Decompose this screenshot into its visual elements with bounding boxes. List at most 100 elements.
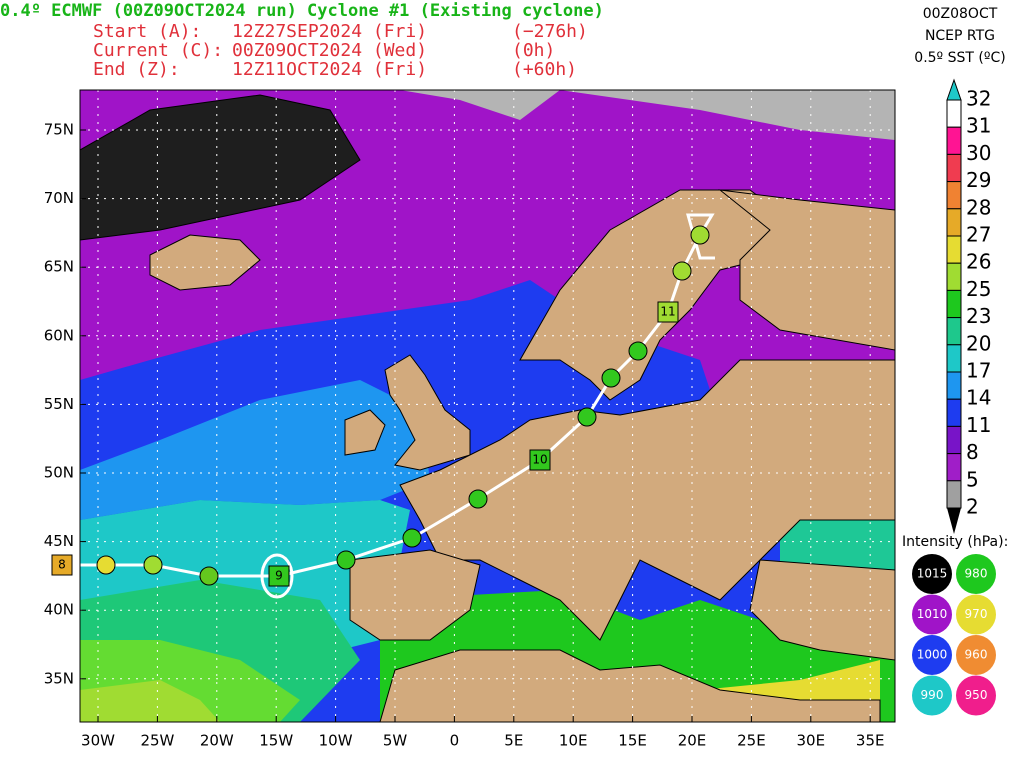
colorbar-label: 31 xyxy=(966,114,991,138)
header-field: 00Z09OCT2024 (Wed) xyxy=(232,40,427,61)
colorbar-cell xyxy=(946,262,962,291)
colorbar-label: 20 xyxy=(966,331,991,355)
colorbar-cell xyxy=(946,153,962,183)
legend-swatch xyxy=(956,554,996,594)
colorbar-label: 30 xyxy=(966,141,991,165)
lat-label: 70N xyxy=(44,189,74,207)
lon-label: 10W xyxy=(319,732,353,750)
legend-label: 980 xyxy=(965,567,988,581)
lon-label: 30W xyxy=(81,732,115,750)
current-marker xyxy=(260,553,294,599)
lon-label: 0 xyxy=(450,732,460,750)
colorbar-label: 23 xyxy=(966,304,991,328)
day-box xyxy=(529,449,551,471)
map-frame xyxy=(79,89,896,723)
colorbar-label: 11 xyxy=(966,413,991,437)
land xyxy=(80,94,895,722)
colorbar-cell xyxy=(946,425,962,455)
lon-label: 15W xyxy=(259,732,293,750)
sea-14-17 xyxy=(80,380,430,520)
info-line: 0.5º SST (ºC) xyxy=(914,50,1005,66)
header-field: 12Z11OCT2024 (Fri) xyxy=(232,59,427,80)
ireland xyxy=(344,409,386,456)
track-point xyxy=(336,550,356,570)
colorbar-cell xyxy=(946,99,962,128)
finland-russia xyxy=(718,189,895,351)
legend-label: 1000 xyxy=(917,648,948,662)
header-field: End (Z): xyxy=(93,59,180,80)
header-field: (−276h) xyxy=(512,21,588,42)
lat-label: 60N xyxy=(44,326,74,344)
track-point xyxy=(672,261,692,281)
lat-label: 40N xyxy=(44,601,74,619)
legend-label: 990 xyxy=(921,688,944,702)
colorbar-label: 26 xyxy=(966,250,991,274)
lon-label: 20E xyxy=(678,732,707,750)
turkey xyxy=(749,559,895,661)
legend-swatch xyxy=(956,594,996,635)
track-point xyxy=(601,368,621,388)
legend-swatch xyxy=(956,675,996,716)
great-britain xyxy=(384,354,471,471)
lon-label: 15E xyxy=(618,732,647,750)
info-line: NCEP RTG xyxy=(925,28,995,44)
legend-swatch xyxy=(912,594,952,635)
track-point xyxy=(577,407,597,427)
iberia xyxy=(349,549,481,641)
day-label: 11 xyxy=(660,305,675,319)
day-box xyxy=(657,301,679,323)
legend-swatch xyxy=(912,635,952,675)
colorbar-cell xyxy=(946,235,962,264)
lon-label: 5E xyxy=(504,732,523,750)
track xyxy=(10,213,715,599)
info-line: 00Z08OCT xyxy=(923,6,998,22)
header-field: (+60h) xyxy=(512,59,577,80)
colorbar-bottom xyxy=(947,508,961,534)
legend-label: 970 xyxy=(965,607,988,621)
day-label: 9 xyxy=(275,569,283,583)
legend-label: 1010 xyxy=(917,607,948,621)
track-point xyxy=(468,489,488,509)
colorbar-cell xyxy=(946,398,962,427)
europe xyxy=(399,359,895,641)
colorbar-cell xyxy=(946,453,962,482)
colorbar-cell xyxy=(946,289,962,319)
title: 0.4º ECMWF (00Z09OCT2024 run) Cyclone #1… xyxy=(0,1,604,21)
lat-label: 45N xyxy=(44,532,74,550)
colorbar-label: 2 xyxy=(966,495,979,519)
lat-label: 35N xyxy=(44,669,74,687)
header-field: (0h) xyxy=(512,40,555,61)
header-field: Start (A): xyxy=(93,21,201,42)
colorbar-label: 27 xyxy=(966,223,991,247)
track-point xyxy=(143,555,163,575)
header-field: Current (C): xyxy=(93,40,223,61)
scandinavia xyxy=(519,189,791,401)
track-point xyxy=(628,341,648,361)
colorbar-label: 28 xyxy=(966,195,991,219)
track-point xyxy=(10,567,30,587)
colorbar-cell xyxy=(946,126,962,155)
colorbar-cell xyxy=(946,371,962,400)
colorbar-label: 32 xyxy=(966,87,991,111)
colorbar-label: 14 xyxy=(966,386,991,410)
track-point xyxy=(402,528,422,548)
legend-swatch xyxy=(956,635,996,675)
lat-label: 50N xyxy=(44,464,74,482)
colorbar-cell xyxy=(946,181,962,210)
colorbar-label: 29 xyxy=(966,168,991,192)
colorbar-cell xyxy=(946,317,962,346)
colorbar-cell xyxy=(946,344,962,373)
lon-label: 20W xyxy=(200,732,234,750)
colorbar-label: 17 xyxy=(966,359,991,383)
day-label: 10 xyxy=(532,453,547,467)
lat-label: 65N xyxy=(44,258,74,276)
lon-label: 30E xyxy=(797,732,826,750)
lat-label: 75N xyxy=(44,121,74,139)
colorbar-cell xyxy=(946,208,962,237)
legend-label: 960 xyxy=(965,648,988,662)
sea-black xyxy=(780,510,895,580)
legend-swatch xyxy=(912,675,952,716)
north-africa xyxy=(379,649,881,722)
track-point xyxy=(96,555,116,575)
